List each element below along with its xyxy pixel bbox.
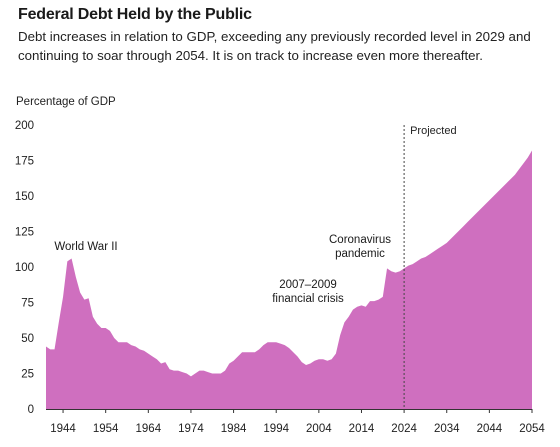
y-tick-label: 75 [21, 298, 34, 310]
x-tick-label: 1944 [50, 423, 76, 435]
x-tick-label: 2054 [519, 423, 545, 435]
chart-title: Federal Debt Held by the Public [18, 6, 252, 23]
annotation-label: 2007–2009 financial crisis [272, 279, 344, 305]
x-tick-label: 1964 [136, 423, 162, 435]
x-tick-label: 2024 [391, 423, 417, 435]
area-layer [46, 150, 532, 409]
y-tick-label: 50 [21, 333, 34, 345]
y-tick-label: 150 [15, 191, 34, 203]
axes-layer: Projected [46, 125, 532, 410]
ticks-layer: 0 25 50 75 100 125 150 175 200 1944 1954 1964 1974 19… [15, 120, 546, 435]
x-tick-label: 1954 [93, 423, 119, 435]
x-tick-label: 2004 [306, 423, 332, 435]
annotation-label: World War II [54, 241, 117, 253]
y-tick-label: 175 [15, 156, 34, 168]
chart-subtitle: Debt increases in relation to GDP, excee… [18, 29, 531, 63]
annotation-label: Coronavirus pandemic [329, 234, 391, 260]
y-tick-label: 200 [15, 120, 34, 132]
y-tick-label: 100 [15, 262, 34, 274]
debt-area [46, 150, 532, 409]
x-tick-label: 1984 [221, 423, 247, 435]
y-axis-label: Percentage of GDP [16, 96, 116, 108]
y-tick-label: 0 [28, 404, 34, 416]
x-tick-label: 1974 [178, 423, 204, 435]
x-tick-label: 1994 [263, 423, 289, 435]
projected-label: Projected [410, 125, 456, 137]
y-tick-label: 125 [15, 227, 34, 239]
x-tick-label: 2034 [434, 423, 460, 435]
annotations-layer: World War II 2007–2009 financial crisis Cor… [54, 234, 391, 305]
y-tick-label: 25 [21, 369, 34, 381]
x-tick-label: 2044 [477, 423, 503, 435]
x-tick-label: 2014 [349, 423, 375, 435]
